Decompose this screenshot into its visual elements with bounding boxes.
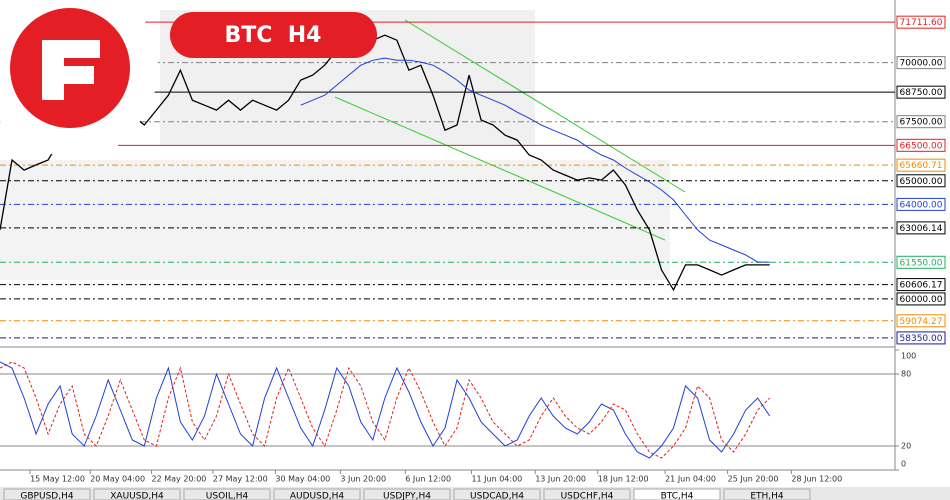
x-tick-label: 28 Jun 12:00 xyxy=(791,475,842,484)
level-label: 59074.27 xyxy=(900,317,943,327)
tab[interactable] xyxy=(273,488,361,500)
tab-label[interactable]: XAUUSD,H4 xyxy=(110,492,164,500)
y-tick-label: 100 xyxy=(901,352,916,361)
tab[interactable] xyxy=(453,488,541,500)
tab-label[interactable]: AUDUSD,H4 xyxy=(290,492,345,500)
x-tick-label: 27 May 12:00 xyxy=(213,475,268,484)
series-line xyxy=(300,57,770,263)
level-label: 64000.00 xyxy=(900,200,943,210)
range-zone xyxy=(0,160,670,280)
level-label-box xyxy=(896,278,946,292)
level-label-box xyxy=(896,56,946,70)
x-tick-label: 30 May 04:00 xyxy=(275,475,330,484)
tab-label[interactable]: USOIL,H4 xyxy=(206,492,249,500)
series-line xyxy=(0,361,771,459)
title-badge xyxy=(170,12,377,58)
level-label-box xyxy=(896,292,946,306)
level-label-box xyxy=(896,221,946,235)
x-tick-label: 11 Jun 04:00 xyxy=(471,475,522,484)
x-tick-label: 22 May 20:00 xyxy=(152,475,207,484)
level-label-box xyxy=(896,197,946,211)
level-label: 65000.00 xyxy=(900,177,943,187)
x-tick-label: 3 Jun 20:00 xyxy=(340,475,386,484)
tab-label[interactable]: USDCAD,H4 xyxy=(470,492,524,500)
tab[interactable] xyxy=(3,488,91,500)
level-label-box xyxy=(896,15,946,29)
tab[interactable] xyxy=(363,488,451,500)
logo-letter xyxy=(42,40,100,100)
tab[interactable] xyxy=(723,488,811,500)
level-label-box xyxy=(896,255,946,269)
level-label-box xyxy=(896,85,946,99)
x-tick-label: 6 Jun 12:00 xyxy=(405,475,451,484)
tab-label[interactable]: USDJPY,H4 xyxy=(383,492,431,500)
level-label: 67500.00 xyxy=(900,118,943,128)
level-label: 58350.00 xyxy=(900,334,943,344)
level-label-box xyxy=(896,314,946,328)
level-label: 63006.14 xyxy=(900,224,943,234)
level-label: 68750.00 xyxy=(900,88,943,98)
tab[interactable] xyxy=(93,488,181,500)
x-tick-label: 21 Jun 04:00 xyxy=(665,475,716,484)
level-label: 65660.71 xyxy=(900,161,943,171)
x-tick-label: 20 May 04:00 xyxy=(90,475,145,484)
tab-label[interactable]: USDCHF,H4 xyxy=(561,492,614,500)
channel-line xyxy=(404,19,686,193)
series-line xyxy=(0,361,771,459)
chart-title: BTC H4 xyxy=(225,23,322,48)
x-tick-label: 25 Jun 20:00 xyxy=(728,475,779,484)
tab-label[interactable]: ETH,H4 xyxy=(750,492,784,500)
y-tick-label: 0 xyxy=(901,460,906,469)
tab[interactable] xyxy=(633,488,721,500)
y-tick-label: 80 xyxy=(901,370,911,379)
y-tick-label: 20 xyxy=(901,442,911,451)
level-label-box xyxy=(896,115,946,129)
x-tick-label: 15 May 12:00 xyxy=(30,475,85,484)
level-label: 70000.00 xyxy=(900,59,943,69)
channel-line xyxy=(334,96,666,241)
level-label-box xyxy=(896,158,946,172)
tab-label[interactable]: GBPUSD,H4 xyxy=(20,492,73,500)
level-label: 61550.00 xyxy=(900,258,943,268)
level-label-box xyxy=(896,138,946,152)
x-tick-label: 18 Jun 12:00 xyxy=(598,475,649,484)
tab-label[interactable]: BTC,H4 xyxy=(661,492,694,500)
level-label: 66500.00 xyxy=(900,141,943,151)
level-label: 60606.17 xyxy=(900,281,943,291)
x-tick-label: 13 Jun 20:00 xyxy=(535,475,586,484)
tab[interactable] xyxy=(543,488,631,500)
level-label: 60000.00 xyxy=(900,295,943,305)
tab[interactable] xyxy=(183,488,271,500)
level-label-box xyxy=(896,331,946,345)
level-label: 71711.60 xyxy=(900,18,943,28)
level-label-box xyxy=(896,174,946,188)
